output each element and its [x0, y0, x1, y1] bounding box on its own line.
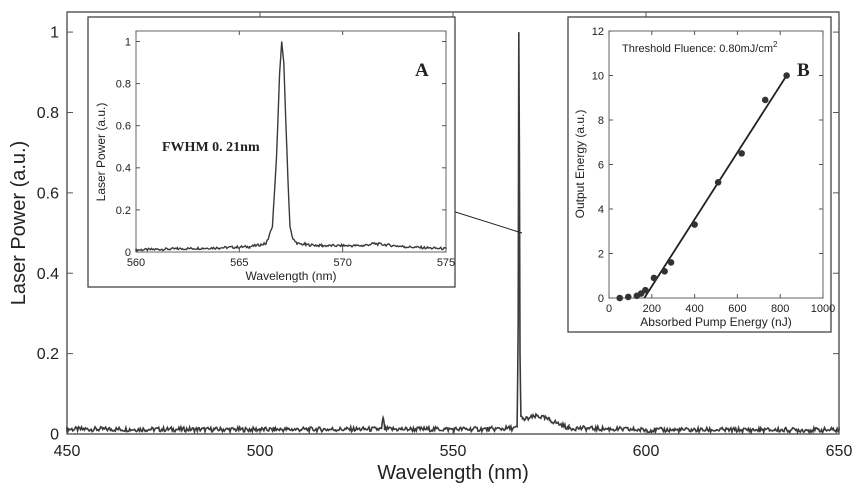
main-x-tick-label: 600 [633, 443, 660, 460]
inset-a-y-tick-label: 0.2 [116, 205, 131, 217]
inset-b-data-point [783, 72, 790, 79]
main-y-tick-label: 0.2 [37, 346, 59, 363]
inset-b-y-tick-label: 4 [598, 204, 604, 216]
inset-b-points [616, 72, 790, 302]
inset-b-title-superscript: 2 [773, 40, 778, 49]
inset-a-y-tick-label: 0 [125, 247, 131, 259]
inset-b-y-tick-label: 12 [592, 26, 604, 38]
inset-b-data-point [761, 96, 769, 104]
inset-b-x-axis-label: Absorbed Pump Energy (nJ) [640, 315, 791, 329]
main-y-tick-label: 1 [50, 25, 59, 42]
inset-a-x-tick-label: 560 [127, 257, 145, 269]
inset-b-x-tick-label: 200 [643, 303, 661, 315]
main-x-tick-label: 550 [440, 443, 467, 460]
inset-b-data-point [738, 150, 745, 157]
inset-b-data-point [650, 274, 658, 282]
inset-b-y-tick-label: 10 [592, 70, 604, 82]
main-y-tick-label: 0.6 [37, 185, 59, 202]
inset-b-y-tick-label: 2 [598, 248, 604, 260]
inset-b-title: Threshold Fluence: 0.80mJ/cm2 [622, 40, 778, 55]
inset-b-data-point [714, 179, 722, 186]
inset-b-ticks: 0 200 400 600 800 1000 0 2 4 6 8 10 12 [592, 26, 835, 315]
inset-a-y-tick-label: 1 [125, 36, 131, 48]
main-y-tick-label: 0 [50, 427, 59, 444]
inset-a-x-tick-label: 565 [230, 257, 248, 269]
inset-a-y-axis-label: Laser Power (a.u.) [94, 103, 108, 202]
inset-a-ticks: 560 565 570 575 0 0.2 0.4 0.6 0.8 1 [116, 31, 455, 269]
inset-b-data-point [661, 268, 668, 275]
inset-b-data-point [667, 259, 675, 266]
inset-b-box [567, 16, 832, 333]
inset-a-box [87, 16, 456, 288]
inset-b-panel-label: B [797, 60, 810, 81]
inset-b-title-text: Threshold Fluence: 0.80mJ/cm [622, 43, 773, 55]
inset-b-data-point [624, 293, 632, 301]
inset-a-plot-frame [135, 30, 447, 253]
main-y-tick-label: 0.8 [37, 105, 59, 122]
inset-b-y-axis-label: Output Energy (a.u.) [573, 110, 587, 219]
inset-a-spectrum-line [135, 41, 447, 253]
inset-b-x-tick-label: 600 [728, 303, 746, 315]
main-y-tick-label: 0.4 [37, 266, 59, 283]
inset-a-y-tick-label: 0.4 [116, 163, 131, 175]
inset-a-x-tick-label: 570 [333, 257, 351, 269]
inset-b-data-point [642, 286, 649, 294]
inset-b-fit-line [643, 75, 788, 299]
inset-b-y-tick-label: 6 [598, 159, 604, 171]
inset-a-x-axis-label: Wavelength (nm) [246, 269, 337, 283]
inset-b-x-tick-label: 800 [771, 303, 789, 315]
main-spectrum-line [66, 32, 840, 436]
inset-a: 560 565 570 575 0 0.2 0.4 0.6 0.8 1 Wavelength (n… [87, 16, 456, 288]
inset-b-data-point [616, 294, 623, 302]
main-x-tick-label: 650 [826, 443, 853, 460]
inset-a-y-tick-label: 0.6 [116, 121, 131, 133]
main-x-tick-label: 500 [247, 443, 274, 460]
inset-a-x-tick-label: 575 [437, 257, 455, 269]
inset-a-y-tick-label: 0.8 [116, 78, 131, 90]
inset-b-x-tick-label: 0 [606, 303, 612, 315]
inset-b-x-tick-label: 400 [685, 303, 703, 315]
main-x-tick-label: 450 [54, 443, 81, 460]
fwhm-annotation: FWHM 0. 21nm [162, 140, 260, 155]
inset-b-data-point [691, 221, 698, 228]
inset-b-y-tick-label: 8 [598, 115, 604, 127]
inset-a-panel-label: A [415, 60, 429, 81]
main-x-axis-label: Wavelength (nm) [377, 462, 529, 484]
inset-b: 0 200 400 600 800 1000 0 2 4 6 8 10 12 Threshold Flu… [567, 16, 835, 333]
main-y-axis-label: Laser Power (a.u.) [8, 141, 30, 306]
inset-b-y-tick-label: 0 [598, 293, 604, 305]
inset-b-x-tick-label: 1000 [811, 303, 835, 315]
